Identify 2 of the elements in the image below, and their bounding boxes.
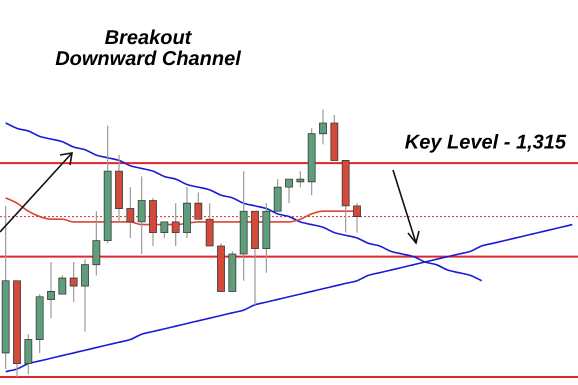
text: Breakout Downward Channel [54, 27, 242, 70]
ref-line-label: Key Level - 1,315 [404, 132, 567, 154]
